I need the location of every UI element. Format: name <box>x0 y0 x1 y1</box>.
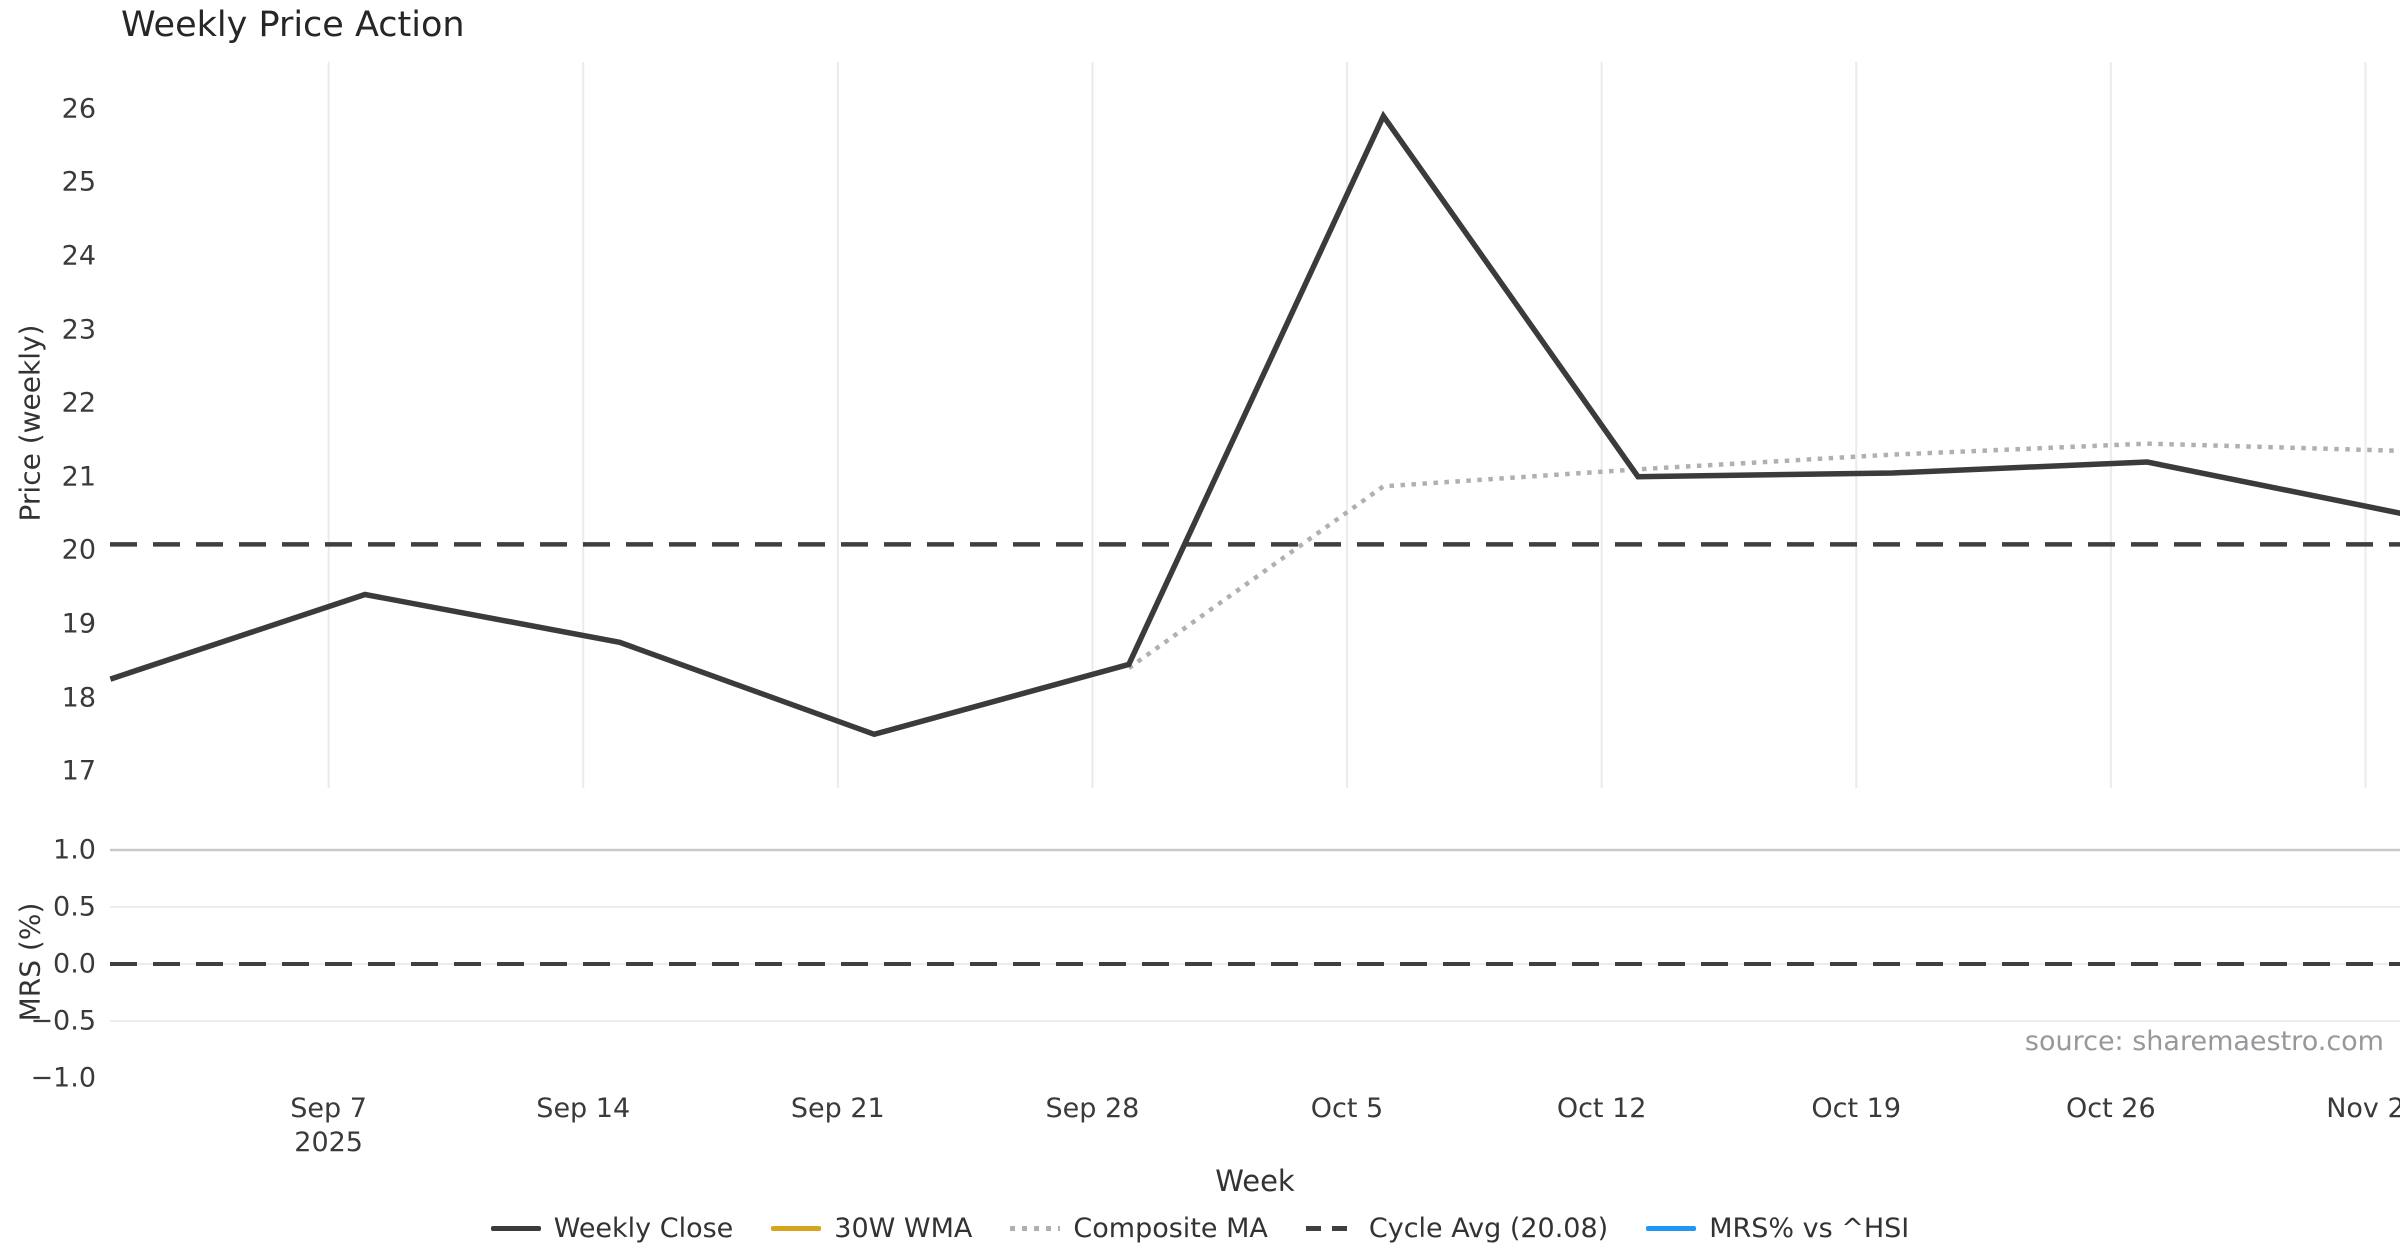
mrs-ytick: 0.0 <box>53 948 96 980</box>
mrs-ytick: 1.0 <box>53 834 96 866</box>
price-ytick: 23 <box>61 314 96 345</box>
price-ytick: 24 <box>61 240 96 272</box>
x-tick: Oct 5 <box>1310 1093 1384 1124</box>
legend-item: 30W WMA <box>771 1213 972 1244</box>
x-tick: Oct 19 <box>1811 1093 1902 1124</box>
price-ytick: 19 <box>61 608 96 640</box>
legend-swatch-dotted <box>1010 1226 1061 1231</box>
legend-item: MRS% vs ^HSI <box>1646 1213 1909 1244</box>
composite-ma-line <box>1127 441 2400 670</box>
x-tick: Sep 21 <box>790 1093 885 1124</box>
x-tick: Nov 2 <box>2326 1093 2400 1124</box>
legend-label: 30W WMA <box>834 1213 973 1244</box>
legend-label: Cycle Avg (20.08) <box>1368 1213 1609 1244</box>
price-ytick: 26 <box>61 93 96 125</box>
x-tick: Oct 26 <box>2066 1093 2156 1124</box>
legend-item: Weekly Close <box>490 1213 734 1244</box>
weekly-close-line <box>109 110 2400 738</box>
mrs-ytick: 0.5 <box>53 891 96 923</box>
legend-swatch-solid <box>1646 1226 1697 1231</box>
chart-title: Weekly Price Action <box>121 5 465 45</box>
price-ytick: 18 <box>61 682 96 713</box>
legend-item: Cycle Avg (20.08) <box>1305 1213 1609 1244</box>
legend-swatch-solid <box>490 1226 541 1231</box>
x-axis-label: Week <box>1215 1164 1295 1198</box>
price-ytick: 22 <box>61 387 96 419</box>
price-ytick: 20 <box>61 534 96 566</box>
legend-swatch-solid <box>771 1226 822 1231</box>
x-tick: Oct 12 <box>1556 1093 1647 1124</box>
x-tick: Sep 14 <box>536 1093 631 1124</box>
price-ytick: 25 <box>61 166 96 198</box>
legend-label: MRS% vs ^HSI <box>1709 1213 1910 1244</box>
price-ytick: 17 <box>61 755 96 787</box>
legend-swatch-dashed <box>1305 1226 1356 1231</box>
mrs-ytick: −0.5 <box>30 1005 96 1037</box>
mrs-ytick: −1.0 <box>30 1062 96 1094</box>
x-tick: Sep 7 2025 <box>290 1093 367 1159</box>
price-ytick: 21 <box>61 461 96 493</box>
legend-label: Composite MA <box>1073 1213 1268 1244</box>
x-tick: Sep 28 <box>1045 1093 1140 1124</box>
legend: Weekly Close 30W WMA Composite MA Cycle Avg… <box>0 1213 2400 1244</box>
legend-item: Composite MA <box>1010 1213 1268 1244</box>
legend-label: Weekly Close <box>553 1213 734 1244</box>
source-credit: source: sharemaestro.com <box>2024 1026 2384 1057</box>
